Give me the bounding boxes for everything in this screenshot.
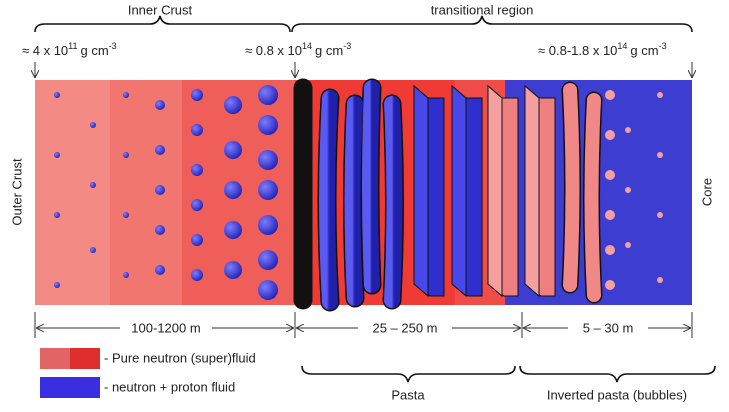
rod <box>563 83 580 292</box>
rod <box>319 90 338 310</box>
bubble <box>625 127 631 133</box>
nucleus <box>123 212 129 218</box>
nucleus <box>224 181 242 199</box>
unit: g cm <box>81 43 109 58</box>
band <box>35 80 110 305</box>
band <box>110 80 182 305</box>
bubble <box>657 212 663 218</box>
nucleus <box>155 185 165 195</box>
nucleus <box>224 221 242 239</box>
brace <box>34 15 291 33</box>
bubble <box>625 187 631 193</box>
nucleus <box>155 145 165 155</box>
exponent: -3 <box>659 41 667 51</box>
exponent: 11 <box>68 41 77 51</box>
nucleus <box>155 225 165 235</box>
nucleus <box>191 89 203 101</box>
bubble <box>605 90 615 100</box>
nucleus <box>123 272 129 278</box>
bubble <box>605 170 615 180</box>
legend-swatch <box>40 348 70 369</box>
bubble <box>605 245 615 255</box>
legend-label: - Pure neutron (super)fluid <box>104 350 256 365</box>
nucleus <box>123 92 129 98</box>
slab-side <box>413 84 429 298</box>
nucleus <box>191 234 203 246</box>
legend-swatch <box>40 377 100 398</box>
nucleus <box>258 215 278 235</box>
nucleus <box>90 247 96 253</box>
legend-label: - neutron + proton fluid <box>104 379 235 394</box>
nucleus <box>54 92 60 98</box>
slab-side <box>451 84 467 298</box>
nucleus <box>191 124 203 136</box>
brace <box>519 365 716 383</box>
nucleus <box>90 122 96 128</box>
nucleus <box>54 152 60 158</box>
nucleus <box>224 141 242 159</box>
density-label: ≈ 0.8-1.8 x 1014 g cm-3 <box>538 41 667 58</box>
exponent: -3 <box>109 41 117 51</box>
bottom-label: Inverted pasta (bubbles) <box>547 387 687 402</box>
bubble <box>657 152 663 158</box>
unit: g cm <box>315 43 343 58</box>
slab-side <box>487 84 503 298</box>
nucleus <box>54 282 60 288</box>
nucleus <box>258 250 278 270</box>
brace <box>301 365 516 383</box>
density-label: ≈ 0.8 x 1014 g cm-3 <box>245 41 351 58</box>
nucleus <box>258 180 278 200</box>
bubble <box>605 130 615 140</box>
nucleus <box>224 96 242 114</box>
nucleus <box>191 164 203 176</box>
region-label: Inner Crust <box>128 2 193 17</box>
density-value: ≈ 0.8 x 10 <box>245 43 302 58</box>
density-label: ≈ 4 x 1011 g cm-3 <box>22 41 117 58</box>
side-label: Outer Crust <box>9 158 24 226</box>
bubble <box>625 242 631 248</box>
rod <box>362 80 380 293</box>
exponent: 14 <box>302 41 312 51</box>
nucleus <box>224 261 242 279</box>
nucleus <box>191 269 203 281</box>
density-value: ≈ 4 x 10 <box>22 43 68 58</box>
nucleus <box>258 280 278 300</box>
bubble <box>657 277 663 283</box>
nucleus <box>258 150 278 170</box>
nucleus <box>258 115 278 135</box>
bubble <box>605 210 615 220</box>
bubble <box>605 280 615 290</box>
unit: g cm <box>630 43 658 58</box>
brace <box>291 15 693 33</box>
nucleus <box>258 85 278 105</box>
rod <box>344 96 363 306</box>
dimension-lines <box>34 312 693 338</box>
rod <box>384 96 403 308</box>
bubble <box>657 92 663 98</box>
legend-swatch <box>70 348 100 369</box>
nucleus <box>155 100 165 110</box>
nucleus <box>155 265 165 275</box>
slab-side <box>524 84 540 298</box>
rod <box>584 93 601 302</box>
nuclear-shapes <box>54 78 663 312</box>
dimension-label: 100-1200 m <box>131 320 200 335</box>
exponent: 14 <box>617 41 627 51</box>
nucleus <box>191 199 203 211</box>
nucleus <box>90 182 96 188</box>
side-label: Core <box>699 178 714 206</box>
bottom-label: Pasta <box>391 387 425 402</box>
region-label: transitional region <box>431 2 534 17</box>
dimension-label: 25 – 250 m <box>372 320 437 335</box>
nucleus <box>54 212 60 218</box>
dimension-label: 5 – 30 m <box>583 320 634 335</box>
density-value: ≈ 0.8-1.8 x 10 <box>538 43 617 58</box>
exponent: -3 <box>343 41 351 51</box>
nucleus <box>123 152 129 158</box>
